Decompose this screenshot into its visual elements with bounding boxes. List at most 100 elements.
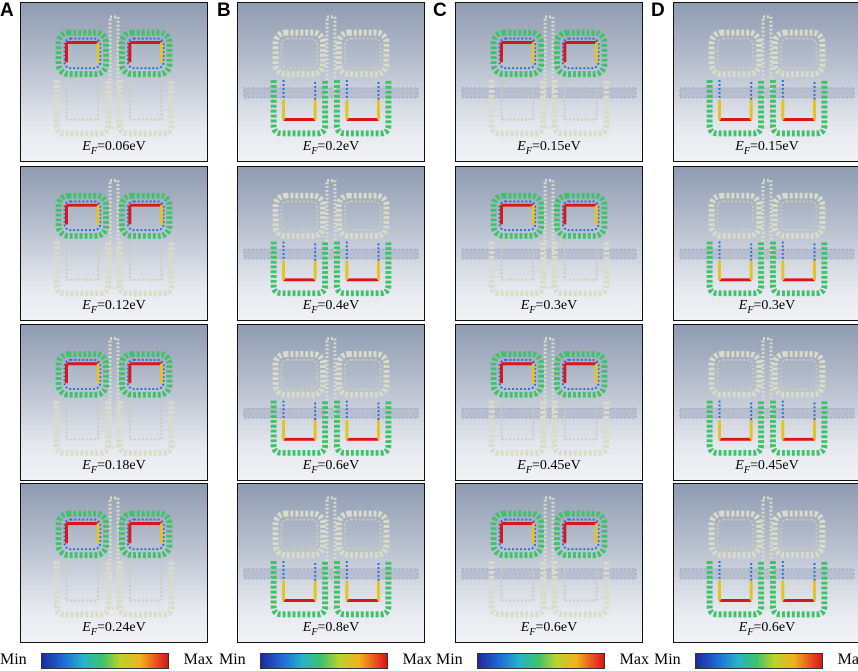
legend-min-label: Min <box>0 651 27 668</box>
colorbar <box>695 653 823 669</box>
lower-u-inner <box>128 561 163 602</box>
fermi-energy-label: EF=0.45eV <box>517 458 581 476</box>
metamaterial-structure <box>679 15 855 137</box>
fermi-energy-label: EF=0.3eV <box>520 298 578 316</box>
upper-ring <box>335 351 390 398</box>
upper-ring <box>118 510 173 559</box>
hot-current-path <box>500 362 534 384</box>
lower-u-inner <box>345 400 380 441</box>
lower-u-resonator <box>769 80 828 137</box>
upper-ring-inner <box>716 358 755 390</box>
upper-ring <box>490 351 545 398</box>
graphene-strip <box>243 407 419 419</box>
lower-u-resonator <box>706 80 765 137</box>
upper-ring <box>272 29 327 78</box>
lower-u-resonator <box>706 561 765 618</box>
graphene-strip <box>679 248 855 260</box>
lower-u-inner <box>563 561 598 602</box>
lower-u-inner <box>282 561 317 602</box>
current-field-plot <box>461 15 637 137</box>
current-field-plot <box>53 15 175 137</box>
lower-u-resonator <box>116 80 175 137</box>
current-field-plot <box>461 178 637 297</box>
warm-current-path <box>345 260 380 280</box>
lower-u-inner <box>500 400 535 441</box>
lower-u-resonator <box>53 561 112 618</box>
current-distribution-panel: EF=0.45eV <box>455 324 643 481</box>
upper-ring <box>490 510 545 559</box>
lower-u-inner <box>345 241 380 281</box>
colorbar-legend: Min Max <box>219 651 432 669</box>
warm-current-path <box>345 99 380 120</box>
upper-ring-inner <box>126 37 165 70</box>
warm-current-path <box>282 580 317 601</box>
lower-u-inner <box>65 241 100 281</box>
hot-current-path <box>65 362 99 384</box>
current-field-plot <box>679 15 855 137</box>
lower-u-resonator <box>706 400 765 456</box>
fermi-energy-label: EF=0.18eV <box>82 458 146 476</box>
lower-u-resonator <box>53 241 112 297</box>
current-field-plot <box>243 496 419 618</box>
current-distribution-panel: EF=0.3eV <box>673 166 858 321</box>
fermi-energy-label: EF=0.3eV <box>738 298 796 316</box>
hot-current-path <box>500 522 534 544</box>
lower-u-inner <box>500 80 535 121</box>
colorbar-legend: Min Max <box>0 651 213 669</box>
warm-current-path <box>282 260 317 280</box>
lower-u-inner <box>563 241 598 281</box>
center-stem <box>761 337 773 449</box>
metamaterial-structure <box>679 337 855 456</box>
lower-u-resonator <box>706 241 765 297</box>
upper-ring-inner <box>126 358 165 390</box>
lower-u-resonator <box>488 400 547 456</box>
lower-u-resonator <box>53 400 112 456</box>
hot-current-path <box>65 522 99 544</box>
upper-ring <box>335 192 390 239</box>
upper-ring-inner <box>779 200 818 232</box>
hot-current-path <box>563 362 597 384</box>
lower-u-inner <box>128 241 163 281</box>
center-stem <box>325 337 337 449</box>
lower-u-resonator <box>333 241 392 297</box>
lower-u-inner <box>282 80 317 121</box>
upper-ring <box>708 192 763 239</box>
upper-ring <box>553 351 608 398</box>
current-distribution-panel: EF=0.18eV <box>20 324 208 481</box>
upper-ring <box>553 192 608 239</box>
fermi-energy-label: EF=0.15eV <box>517 139 581 157</box>
hot-current-path <box>500 41 534 63</box>
legend-max-label: Max <box>837 651 858 668</box>
hot-current-path <box>65 203 99 225</box>
colorbar-legend: Min Max <box>654 651 858 669</box>
metamaterial-structure <box>243 178 419 297</box>
lower-u-resonator <box>333 561 392 618</box>
metamaterial-structure <box>53 496 175 618</box>
current-distribution-panel: EF=0.8eV <box>237 483 425 643</box>
upper-ring-inner <box>343 200 382 232</box>
current-distribution-panel: EF=0.4eV <box>237 166 425 321</box>
warm-current-path <box>781 580 816 601</box>
colorbar <box>260 653 388 669</box>
lower-u-resonator <box>116 561 175 618</box>
lower-u-resonator <box>488 241 547 297</box>
upper-ring <box>335 29 390 78</box>
upper-ring-inner <box>779 358 818 390</box>
current-field-plot <box>679 496 855 618</box>
upper-ring <box>55 351 110 398</box>
current-distribution-panel: EF=0.2eV <box>237 2 425 162</box>
current-field-plot <box>243 178 419 297</box>
graphene-strip <box>679 87 855 99</box>
metamaterial-structure <box>679 178 855 297</box>
upper-ring <box>55 510 110 559</box>
metamaterial-structure <box>243 496 419 618</box>
upper-ring <box>771 192 826 239</box>
warm-current-path <box>781 419 816 440</box>
metamaterial-structure <box>461 15 637 137</box>
lower-u-resonator <box>116 400 175 456</box>
upper-ring-inner <box>280 518 319 551</box>
current-distribution-panel: EF=0.24eV <box>20 483 208 643</box>
current-distribution-panel: EF=0.06eV <box>20 2 208 162</box>
legend-min-label: Min <box>436 651 463 668</box>
upper-ring <box>272 351 327 398</box>
